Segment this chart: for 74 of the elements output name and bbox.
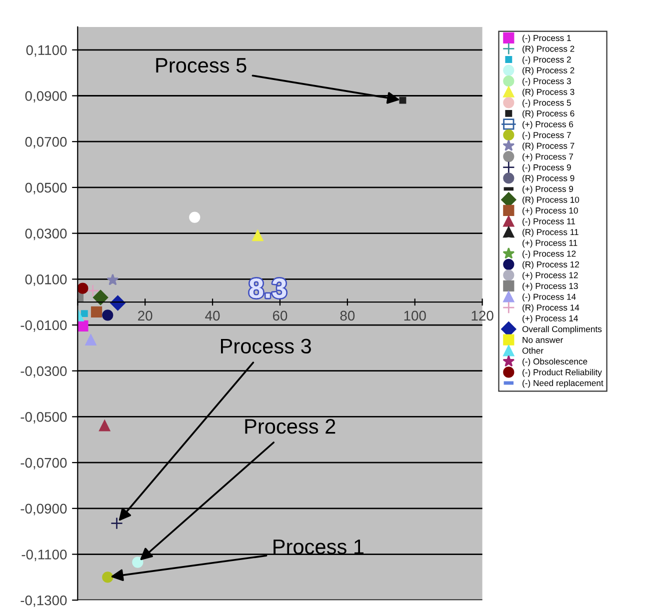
legend-label: (-) Obsolescence	[522, 358, 588, 366]
legend-label: (+) Process 11	[522, 240, 578, 248]
y-tick-label: 0,1100	[26, 45, 67, 57]
legend-label: (-) Process 2	[522, 56, 571, 64]
legend-label: (+) Process 10	[522, 207, 578, 216]
legend-label: (R) Process 2	[522, 67, 574, 76]
legend-label: (R) Process 7	[522, 142, 574, 151]
y-tick-label: -0,0100	[20, 320, 67, 332]
x-tick-label: 60	[272, 310, 288, 321]
x-tick-label: 120	[472, 310, 494, 321]
legend-label: (+) Process 9	[522, 186, 574, 194]
legend-label: (+) Process 12	[522, 272, 578, 280]
legend-label: (-) Process 7	[522, 132, 571, 140]
legend-label: (-) Process 9	[522, 164, 571, 172]
legend-label: (R) Process 14	[522, 304, 580, 312]
legend-label: (R) Process 11	[522, 228, 578, 237]
y-tick-label: -0,1100	[22, 550, 67, 562]
point	[252, 230, 264, 242]
point	[78, 282, 88, 294]
point	[78, 320, 88, 332]
legend-label: (-) Need replacement	[522, 380, 604, 388]
x-tick-label: 40	[205, 310, 220, 321]
y-tick-label: -0,0900	[20, 504, 67, 516]
legend-label: (R) Process 10	[522, 196, 580, 204]
y-tick-label: 0,0900	[25, 91, 67, 103]
legend-label: (R) Process 6	[522, 110, 574, 118]
legend-label: (R) Process 9	[522, 174, 574, 183]
y-tick-label: -0,1300	[20, 595, 67, 607]
annotation: Process 2	[245, 419, 336, 434]
point	[99, 420, 110, 432]
y-tick-label: -0,0300	[20, 366, 67, 378]
point	[80, 310, 88, 318]
y-tick-label: 0,0500	[25, 182, 67, 194]
legend-label: (-) Process 12	[522, 250, 576, 258]
legend-label: (R) Process 12	[522, 261, 579, 270]
y-tick-label: 0,0100	[25, 274, 67, 286]
y-tick-label: 0,0700	[25, 136, 67, 148]
point	[90, 306, 102, 318]
y-tick-label: 0,0300	[25, 228, 67, 240]
y-tick-label: -0,0700	[20, 458, 67, 470]
point	[93, 290, 108, 306]
legend-label: Overall Compliments	[522, 326, 602, 334]
annotation: 8.3	[249, 278, 286, 298]
point	[86, 284, 100, 297]
legend-label: Other	[522, 347, 544, 354]
legend-label: No answer	[522, 336, 564, 343]
x-tick-label: 20	[138, 310, 152, 321]
legend-label: (+) Process 13	[522, 282, 578, 291]
legend-label: (R) Process 3	[522, 88, 574, 97]
legend-label: (-) Product Reliability	[522, 368, 602, 378]
point	[102, 310, 114, 321]
legend-label: (-) Process 11	[522, 218, 576, 226]
legend-label: (-) Process 3	[522, 78, 571, 86]
legend-label: (R) Process 2	[522, 46, 574, 54]
point	[102, 572, 114, 583]
point	[85, 334, 96, 346]
point	[132, 556, 144, 568]
annotation: Process 1	[274, 540, 364, 554]
legend-label: (-) Process 14	[522, 294, 576, 302]
x-tick-label: 80	[340, 310, 355, 321]
point	[189, 212, 200, 223]
legend-label: (+) Process 7	[522, 153, 574, 162]
legend-label: (-) Process 1	[522, 34, 571, 43]
legend-label: (-) Process 5	[522, 99, 571, 108]
x-tick-label: 100	[404, 310, 426, 321]
point	[110, 517, 124, 530]
point	[106, 274, 119, 286]
text: (+) Process 14	[522, 315, 578, 324]
legend-label: (+) Process 6	[522, 120, 574, 130]
annotation: Process 3	[220, 338, 311, 354]
annotation: Process 5	[156, 58, 246, 73]
point	[399, 96, 406, 104]
y-tick-label: -0,0500	[20, 412, 67, 424]
point	[110, 295, 126, 311]
